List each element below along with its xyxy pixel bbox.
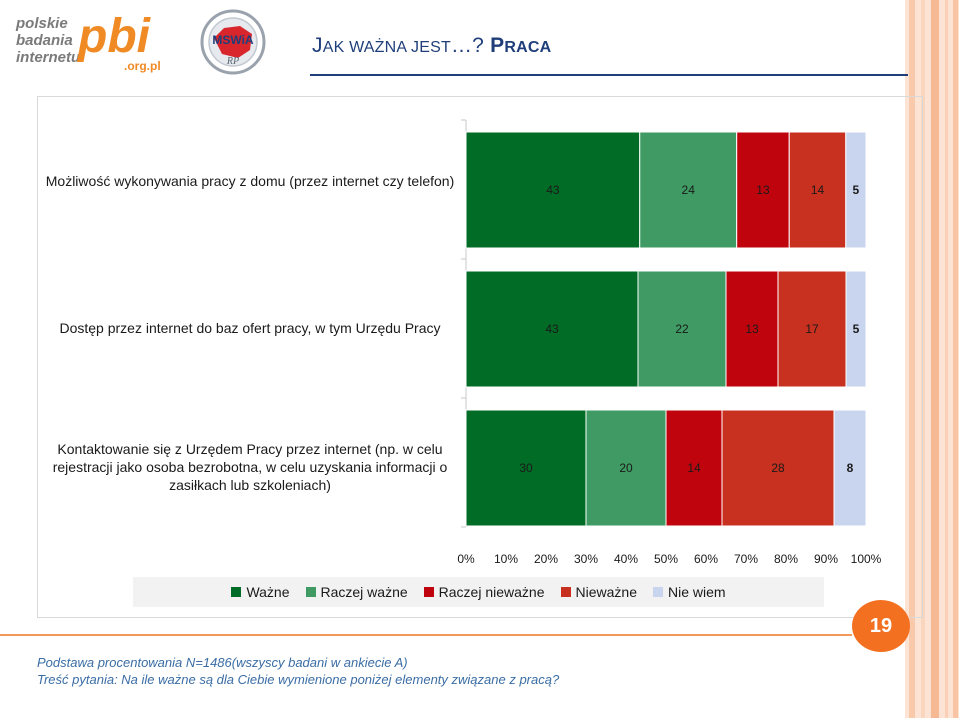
x-tick-label-9: 90% (814, 552, 838, 566)
bar-segment-0-2 (736, 131, 790, 249)
bar-segment-2-2 (665, 409, 723, 527)
bar-value-label-0-0: 43 (546, 183, 560, 197)
category-label-job-offers-access: Dostęp przez internet do baz ofert pracy… (59, 320, 441, 336)
bar-segment-2-0 (465, 409, 587, 527)
chart-axes (461, 119, 467, 528)
pbi-logo-line2: badania (16, 32, 73, 49)
bar-segment-0-4 (845, 131, 867, 249)
footer-divider (0, 634, 852, 636)
chart-x-ticks: 0% 10% 20% 30% 40% 50% 60% 70% 80% 90% 100% (457, 552, 881, 566)
bar-segment-0-0 (465, 131, 641, 249)
bar-value-label-0-4: 5 (853, 183, 860, 197)
bar-value-label-0-3: 14 (811, 183, 825, 197)
title-rest-2: RACA (504, 39, 552, 56)
bar-value-label-1-4: 5 (853, 322, 860, 336)
x-tick-label-5: 50% (654, 552, 678, 566)
bar-segment-1-1 (637, 270, 727, 388)
bar-segment-1-4 (845, 270, 867, 388)
legend-label-raczej-wazne: Raczej ważne (320, 584, 408, 600)
title-initial-2: P (490, 34, 505, 57)
title-initial-1: J (312, 34, 323, 57)
legend-swatch-raczej-niewazne (423, 587, 434, 597)
legend-swatch-wazne (231, 587, 242, 597)
pbi-logo-line3: internetu (16, 49, 80, 66)
pbi-logo: polskie badania internetu pbi .org.pl (15, 10, 161, 73)
legend-swatch-nie-wiem (652, 587, 663, 597)
bar-value-label-2-0: 30 (519, 461, 533, 475)
legend-label-nie-wiem: Nie wiem (667, 584, 726, 600)
legend-swatch-raczej-wazne (305, 587, 316, 597)
bar-segment-0-1 (639, 131, 738, 249)
mswia-logo-mark: MSWiA (212, 33, 254, 47)
bar-value-label-2-1: 20 (619, 461, 633, 475)
legend-item-raczej-wazne: Raczej ważne (305, 584, 408, 600)
legend-swatch-niewazne (560, 587, 571, 597)
legend-item-raczej-niewazne: Raczej nieważne (423, 584, 545, 600)
legend-label-niewazne: Nieważne (575, 584, 637, 600)
bar-value-label-1-3: 17 (805, 322, 819, 336)
chart-frame (37, 96, 923, 618)
bar-segment-0-3 (788, 131, 847, 249)
pbi-logo-line1: polskie (15, 15, 68, 32)
x-tick-label-3: 30% (574, 552, 598, 566)
x-tick-label-10: 100% (851, 552, 882, 566)
x-tick-label-1: 10% (494, 552, 518, 566)
bar-value-label-1-2: 13 (745, 322, 759, 336)
title-ellipsis: …? (450, 34, 485, 57)
bar-value-label-0-2: 13 (756, 183, 770, 197)
category-label-work-from-home: Możliwość wykonywania pracy z domu (prze… (45, 173, 455, 189)
bar-segment-2-1 (585, 409, 667, 527)
mswia-logo: MSWiA RP (200, 9, 266, 75)
page-number-badge: 19 (852, 600, 910, 652)
legend-label-wazne: Ważne (246, 584, 290, 600)
legend-item-wazne: Ważne (231, 584, 290, 600)
legend-item-niewazne: Nieważne (560, 584, 637, 600)
bar-value-label-1-0: 43 (545, 322, 559, 336)
x-tick-label-2: 20% (534, 552, 558, 566)
x-tick-label-4: 40% (614, 552, 638, 566)
bar-segment-2-4 (833, 409, 867, 527)
title-rest-1: AK WAŻNA JEST (322, 39, 451, 56)
header-divider (310, 74, 908, 76)
category-label-labour-office-contact: Kontaktowanie się z Urzędem Pracy przez … (52, 441, 448, 493)
pbi-logo-domain: .org.pl (124, 59, 161, 73)
bar-value-label-0-1: 24 (682, 183, 696, 197)
bar-value-label-2-4: 8 (847, 461, 854, 475)
chart-legend: Ważne Raczej ważne Raczej nieważne Niewa… (133, 577, 824, 607)
x-tick-label-7: 70% (734, 552, 758, 566)
bar-value-label-2-3: 28 (771, 461, 785, 475)
x-tick-label-8: 80% (774, 552, 798, 566)
legend-item-nie-wiem: Nie wiem (652, 584, 726, 600)
decorative-side-stripes (905, 0, 959, 718)
bar-value-label-2-2: 14 (687, 461, 701, 475)
slide-title: JAK WAŻNA JEST…? PRACA (312, 34, 551, 58)
x-tick-label-6: 60% (694, 552, 718, 566)
pbi-logo-mark: pbi (76, 10, 152, 63)
footnote-sample-base: Podstawa procentowania N=1486(wszyscy ba… (37, 655, 408, 670)
bar-segment-1-0 (465, 270, 639, 388)
legend-label-raczej-niewazne: Raczej nieważne (438, 584, 545, 600)
bar-value-label-1-1: 22 (675, 322, 689, 336)
footnote-question-text: Treść pytania: Na ile ważne są dla Ciebi… (37, 672, 560, 687)
mswia-logo-sub: RP (226, 56, 239, 67)
chart-bars: 43 24 13 14 5 43 22 13 17 5 30 20 14 28 8 (465, 131, 867, 527)
x-tick-label-0: 0% (457, 552, 475, 566)
